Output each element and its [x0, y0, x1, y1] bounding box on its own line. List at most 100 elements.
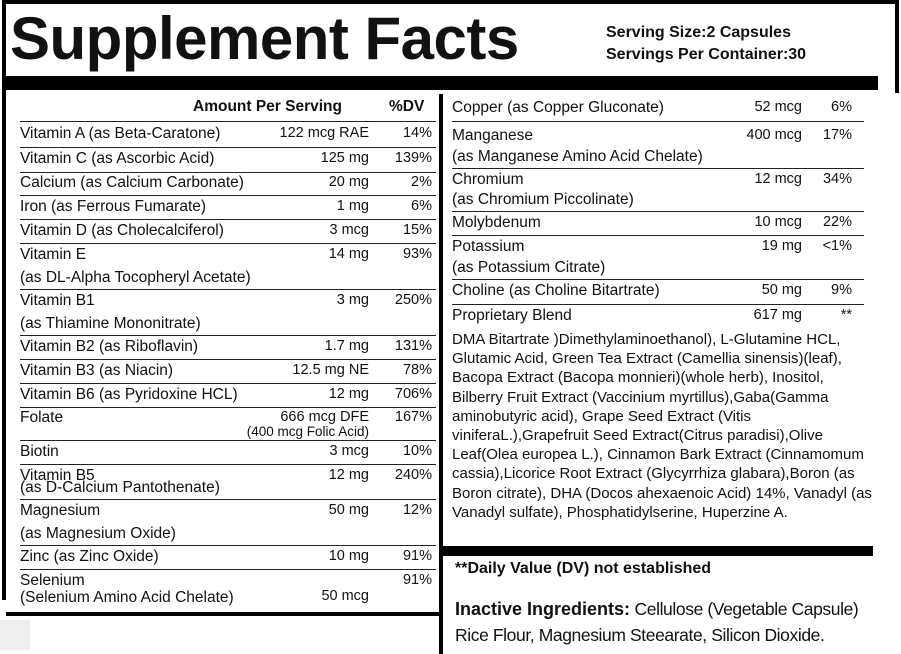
- nutrient-dv: 167%: [394, 409, 432, 425]
- nutrient-dv: 78%: [402, 362, 432, 378]
- nutrient-amount: 1.7 mg: [324, 338, 369, 354]
- nutrient-name: Vitamin B6 (as Pyridoxine HCL): [20, 386, 238, 403]
- left-row: Vitamin B6 (as Pyridoxine HCL) 12 mg 706%: [20, 383, 436, 408]
- nutrient-amount: 3 mg: [336, 292, 369, 308]
- nutrient-dv: <1%: [822, 238, 852, 254]
- header-rule: [20, 121, 436, 122]
- nutrient-amount: 617 mg: [753, 307, 802, 323]
- serving-info: Serving Size:2 Capsules Servings Per Con…: [606, 22, 806, 66]
- nutrient-name: Vitamin B2 (as Riboflavin): [20, 338, 199, 355]
- left-row: Vitamin B3 (as Niacin) 12.5 mg NE 78%: [20, 359, 436, 384]
- left-row: Vitamin B2 (as Riboflavin) 1.7 mg 131%: [20, 335, 436, 360]
- nutrient-amount: 666 mcg DFE: [280, 409, 369, 425]
- nutrient-source: (as Magnesium Oxide): [20, 525, 176, 542]
- left-row: Vitamin B5 (as D-Calcium Pantothenate) 12 …: [20, 464, 436, 500]
- nutrient-dv: 12%: [402, 502, 432, 518]
- nutrient-amount: 122 mcg RAE: [279, 125, 369, 141]
- dv-footnote: **Daily Value (DV) not established: [455, 560, 712, 577]
- nutrient-amount: 10 mg: [328, 548, 369, 564]
- nutrient-name: Chromium: [452, 171, 524, 188]
- left-row: Folate 666 mcg DFE (400 mcg Folic Acid) 167…: [20, 406, 436, 441]
- left-row: Selenium (Selenium Amino Acid Chelate) 50 …: [20, 569, 436, 609]
- right-row: Potassium (as Potassium Citrate) 19 mg <1%: [452, 235, 864, 280]
- nutrient-name: Iron (as Ferrous Fumarate): [20, 198, 207, 215]
- nutrient-name: Vitamin B5: [20, 467, 95, 484]
- nutrient-dv: **: [840, 307, 852, 323]
- nutrient-name: Calcium (as Calcium Carbonate): [20, 174, 244, 191]
- nutrient-amount: 3 mcg: [329, 222, 370, 238]
- nutrient-amount: 14 mg: [328, 246, 369, 262]
- left-bottom-rule: [6, 612, 440, 616]
- inactive-label: Inactive Ingredients:: [455, 599, 631, 619]
- nutrient-source: (as DL-Alpha Tocopheryl Acetate): [20, 269, 251, 286]
- nutrient-name: Folate: [20, 409, 64, 426]
- nutrient-dv: 9%: [831, 282, 852, 298]
- nutrient-dv: 10%: [402, 443, 432, 459]
- frame-right-border: [895, 0, 899, 93]
- nutrient-dv: 15%: [402, 222, 432, 238]
- nutrient-amount: 3 mcg: [329, 443, 370, 459]
- nutrient-source: (as Thiamine Mononitrate): [20, 315, 201, 332]
- corner-shade: [0, 620, 30, 650]
- left-row: Vitamin C (as Ascorbic Acid) 125 mg 139%: [20, 147, 436, 173]
- nutrient-amount: 12 mg: [328, 467, 369, 483]
- nutrient-amount-detail: (400 mcg Folic Acid): [246, 424, 369, 439]
- nutrient-name: Magnesium: [20, 502, 101, 519]
- nutrient-dv: 250%: [394, 292, 432, 308]
- nutrient-dv: 6%: [411, 198, 432, 214]
- nutrient-amount: 19 mg: [761, 238, 802, 254]
- panel-title: Supplement Facts: [10, 5, 519, 72]
- nutrient-amount: 12 mg: [328, 386, 369, 402]
- frame-top-border: [2, 0, 899, 4]
- nutrient-name: Vitamin E: [20, 246, 87, 263]
- nutrient-dv: 240%: [394, 467, 432, 483]
- nutrient-amount: 52 mcg: [754, 99, 802, 115]
- inactive-text: Cellulose (Vegetable Capsule) Rice Flour…: [455, 599, 859, 645]
- nutrient-dv: 6%: [831, 99, 852, 115]
- nutrient-name: Zinc (as Zinc Oxide): [20, 548, 159, 565]
- nutrient-source: (as Chromium Piccolinate): [452, 191, 634, 208]
- right-row: Proprietary Blend 617 mg **: [452, 304, 864, 326]
- serving-size: Serving Size:2 Capsules: [606, 24, 791, 41]
- left-row: Vitamin E (as DL-Alpha Tocopheryl Acetate…: [20, 243, 436, 290]
- nutrient-dv: 34%: [822, 171, 852, 187]
- nutrient-name: Manganese: [452, 127, 534, 144]
- nutrient-name: Vitamin D (as Cholecalciferol): [20, 222, 224, 239]
- right-row: Molybdenum 10 mcg 22%: [452, 211, 864, 236]
- nutrient-dv: 22%: [822, 214, 852, 230]
- left-row: Vitamin D (as Cholecalciferol) 3 mcg 15%: [20, 219, 436, 244]
- nutrient-dv: 706%: [394, 386, 432, 402]
- nutrient-dv: 139%: [394, 150, 432, 166]
- nutrient-amount: 50 mg: [761, 282, 802, 298]
- right-row: Chromium (as Chromium Piccolinate) 12 mcg 3…: [452, 168, 864, 212]
- nutrient-source: (as Potassium Citrate): [452, 259, 606, 276]
- left-row: Biotin 3 mcg 10%: [20, 440, 436, 465]
- blend-rule: [443, 546, 873, 556]
- title-rule: [6, 76, 878, 90]
- nutrient-dv: 93%: [402, 246, 432, 262]
- left-row: Zinc (as Zinc Oxide) 10 mg 91%: [20, 545, 436, 570]
- frame-left-border: [2, 0, 6, 600]
- left-row: Magnesium (as Magnesium Oxide) 50 mg 12%: [20, 499, 436, 546]
- nutrient-amount: 12.5 mg NE: [292, 362, 369, 378]
- nutrient-source: (as D-Calcium Pantothenate): [20, 479, 220, 496]
- nutrient-amount: 125 mg: [320, 150, 369, 166]
- nutrient-amount: 50 mg: [328, 502, 369, 518]
- nutrient-dv: 17%: [822, 127, 852, 143]
- right-row: Choline (as Choline Bitartrate) 50 mg 9%: [452, 279, 864, 305]
- nutrient-name: Vitamin C (as Ascorbic Acid): [20, 150, 215, 167]
- nutrient-name: Potassium: [452, 238, 525, 255]
- dv-header: %DV: [389, 98, 425, 115]
- left-row: Vitamin A (as Beta-Caratone) 122 mcg RAE 1…: [20, 122, 436, 148]
- left-row: Calcium (as Calcium Carbonate) 20 mg 2%: [20, 171, 436, 196]
- nutrient-dv: 2%: [411, 174, 432, 190]
- nutrient-amount: 1 mg: [336, 198, 369, 214]
- left-row: Vitamin B1 (as Thiamine Mononitrate) 3 mg 2…: [20, 289, 436, 336]
- nutrient-name: Choline (as Choline Bitartrate): [452, 282, 660, 299]
- nutrient-dv: 91%: [402, 548, 432, 564]
- nutrient-amount: 12 mcg: [754, 171, 802, 187]
- nutrient-dv: 91%: [402, 572, 432, 588]
- nutrient-source: (as Manganese Amino Acid Chelate): [452, 148, 703, 165]
- inactive-ingredients: Inactive Ingredients: Cellulose (Vegetab…: [455, 596, 885, 648]
- nutrient-name: Vitamin A (as Beta-Caratone): [20, 125, 221, 142]
